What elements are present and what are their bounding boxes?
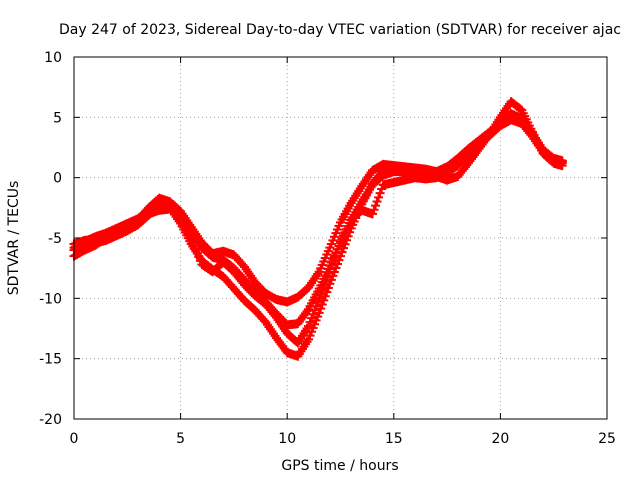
series-arc-3 (69, 109, 567, 307)
y-tick-label: 10 (44, 50, 62, 66)
x-tick-label: 15 (385, 431, 403, 447)
x-tick-label: 10 (278, 431, 296, 447)
x-tick-label: 5 (176, 431, 185, 447)
y-tick-label: -10 (39, 291, 62, 307)
x-tick-label: 0 (70, 431, 79, 447)
x-axis-label: GPS time / hours (281, 458, 398, 474)
chart-title: Day 247 of 2023, Sidereal Day-to-day VTE… (59, 22, 621, 38)
data-points (69, 97, 567, 361)
y-tick-label: -20 (39, 412, 62, 428)
series-arc-4 (69, 115, 567, 348)
axis-ticks: 0 5 10 15 20 25 -20 -15 -10 -5 0 5 10 (39, 50, 616, 447)
y-tick-label: 0 (53, 171, 62, 187)
data-point (557, 158, 567, 168)
x-tick-label: 20 (491, 431, 509, 447)
y-tick-label: -15 (39, 352, 62, 368)
y-tick-label: -5 (48, 231, 62, 247)
y-tick-label: 5 (53, 110, 62, 126)
y-axis-label: SDTVAR / TECUs (6, 181, 22, 296)
x-tick-label: 25 (598, 431, 616, 447)
